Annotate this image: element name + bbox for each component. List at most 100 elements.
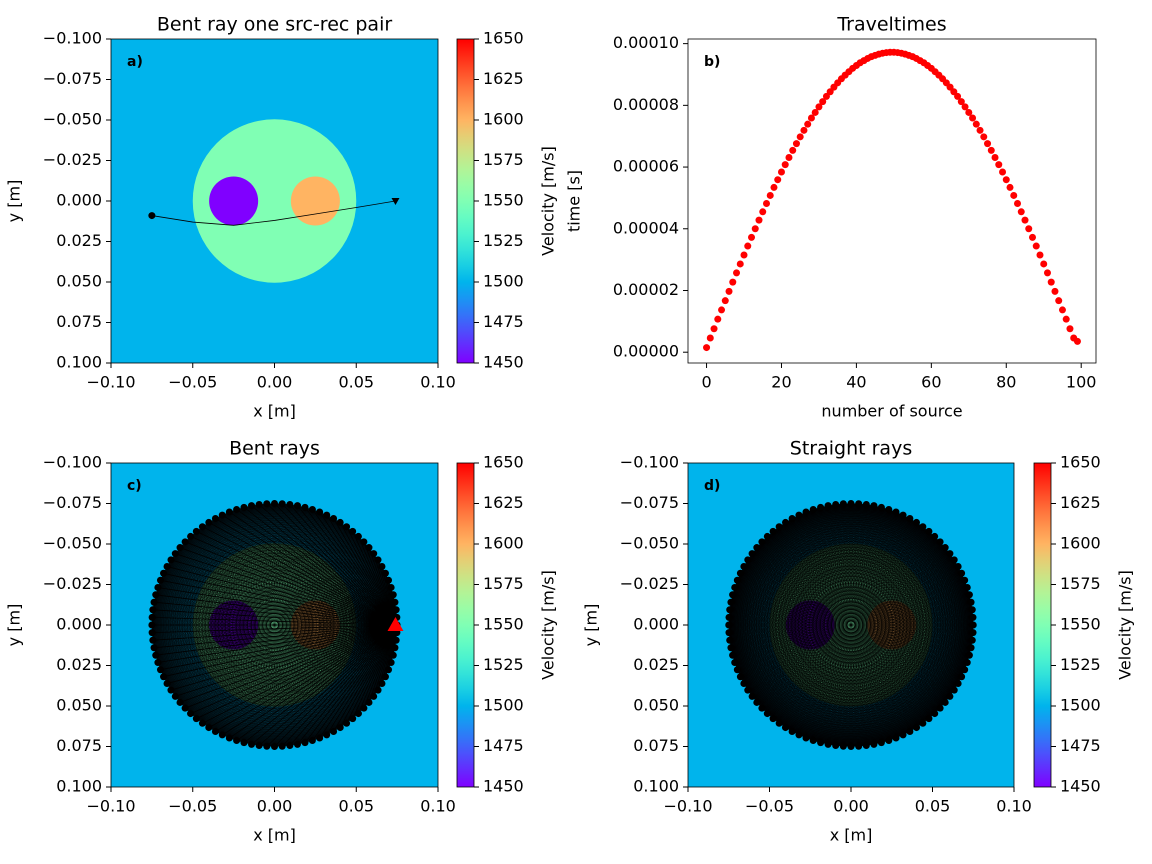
source: [163, 680, 171, 688]
source: [781, 518, 789, 526]
point: [1028, 233, 1036, 241]
source: [969, 613, 977, 621]
source: [381, 569, 389, 577]
ray-paths: [728, 503, 974, 747]
colorbar-tick-label: 1600: [483, 110, 524, 129]
source: [941, 698, 949, 706]
point: [965, 108, 973, 116]
source: [198, 523, 206, 531]
point: [1062, 315, 1070, 323]
point: [1043, 269, 1051, 277]
source: [392, 636, 400, 644]
source: [817, 503, 825, 511]
x-tick-label: 80: [996, 373, 1016, 392]
source: [892, 508, 900, 516]
source: [958, 673, 966, 681]
x-tick-label: 0.10: [420, 797, 456, 816]
point: [961, 103, 969, 111]
source: [293, 740, 301, 748]
source: [278, 500, 286, 508]
colorbar-tick-label: 1625: [483, 493, 524, 512]
y-tick-label: 0.075: [56, 312, 102, 331]
source: [824, 502, 832, 510]
source: [389, 651, 397, 659]
source: [323, 511, 331, 519]
source: [378, 562, 386, 570]
source: [795, 511, 803, 519]
receiver: [391, 198, 400, 205]
colorbar-tick-label: 1575: [483, 150, 524, 169]
x-tick-label: 20: [771, 373, 791, 392]
source: [360, 704, 368, 712]
colorbar-tick-label: 1525: [1060, 655, 1101, 674]
point: [789, 146, 797, 154]
source: [378, 680, 386, 688]
source: [839, 742, 847, 750]
model-anomaly: [290, 176, 340, 226]
y-tick-label: −0.075: [43, 493, 102, 512]
point: [718, 306, 726, 314]
source: [316, 734, 324, 742]
source: [726, 606, 734, 614]
source: [965, 591, 973, 599]
point: [796, 133, 804, 141]
source: [832, 500, 840, 508]
source: [218, 731, 226, 739]
y-tick-label: 0.075: [633, 736, 679, 755]
source: [387, 659, 395, 667]
source: [802, 508, 810, 516]
point: [1002, 176, 1010, 184]
x-axis-label: x [m]: [253, 402, 296, 421]
point: [1051, 287, 1059, 295]
source: [263, 500, 271, 508]
colorbar-tick-label: 1600: [483, 534, 524, 553]
source: [969, 621, 977, 629]
point: [1036, 251, 1044, 259]
colorbar-label: Velocity [m/s]: [539, 570, 558, 680]
y-tick-label: 0.025: [56, 231, 102, 250]
source: [906, 515, 914, 523]
x-tick-label: 0.00: [833, 797, 869, 816]
y-tick-label: 0.050: [56, 696, 102, 715]
source: [176, 698, 184, 706]
colorbar-label: Velocity [m/s]: [1116, 570, 1135, 680]
point: [721, 297, 729, 305]
colorbar-tick-label: 1550: [483, 615, 524, 634]
panel: 0 20 40 60 80 100 0.00000 0.00002 0.00004 0.00006…: [565, 14, 1097, 421]
y-tick-label: 0.000: [56, 615, 102, 634]
source: [293, 502, 301, 510]
source: [385, 666, 393, 674]
source: [855, 742, 863, 750]
source: [167, 556, 175, 564]
source: [758, 538, 766, 546]
point: [987, 146, 995, 154]
colorbar-tick-label: 1550: [483, 191, 524, 210]
source: [758, 704, 766, 712]
source: [925, 527, 933, 535]
source: [919, 523, 927, 531]
colorbar-tick-label: 1525: [483, 231, 524, 250]
point: [946, 83, 954, 91]
source: [271, 500, 278, 507]
point: [1014, 199, 1022, 207]
x-tick-label: 40: [846, 373, 866, 392]
plot-area: [111, 39, 438, 363]
source: [913, 518, 921, 526]
colorbar-tick-label: 1600: [1060, 534, 1101, 553]
y-axis-label: y [m]: [582, 604, 601, 647]
source: [877, 739, 885, 747]
y-tick-label: 0.00010: [613, 33, 679, 52]
point: [703, 344, 711, 352]
y-tick-label: −0.075: [620, 493, 679, 512]
colorbar-tick-label: 1525: [483, 655, 524, 674]
source: [729, 591, 737, 599]
y-tick-label: 0.100: [56, 777, 102, 796]
point: [1055, 297, 1063, 305]
source: [769, 527, 777, 535]
source: [181, 538, 189, 546]
source: [824, 740, 832, 748]
model-anomaly: [785, 600, 835, 650]
source: [374, 686, 382, 694]
y-axis-label: y [m]: [5, 604, 24, 647]
model-anomaly: [867, 600, 917, 650]
